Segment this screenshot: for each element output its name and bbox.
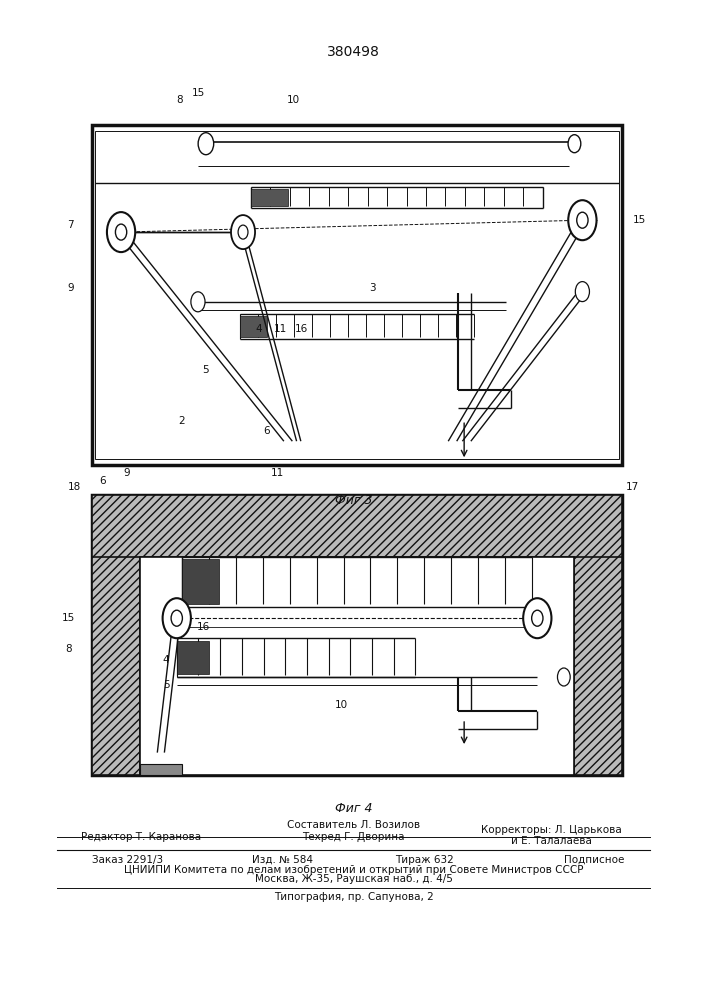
Bar	[92, 495, 140, 775]
Text: Техред Г. Дворина: Техред Г. Дворина	[303, 832, 404, 842]
Text: 18: 18	[68, 482, 81, 492]
Circle shape	[231, 215, 255, 249]
Text: 4: 4	[256, 324, 262, 334]
Text: 7: 7	[67, 220, 74, 230]
Text: 5: 5	[203, 365, 209, 375]
Text: 8: 8	[65, 644, 72, 654]
Text: 5: 5	[163, 680, 170, 690]
Text: 10: 10	[287, 95, 300, 105]
Text: 6: 6	[264, 426, 270, 436]
Bar	[92, 125, 622, 465]
Circle shape	[191, 292, 205, 312]
Text: Заказ 2291/3: Заказ 2291/3	[92, 855, 163, 865]
Bar	[177, 641, 209, 674]
Text: 380498: 380498	[327, 45, 380, 59]
Text: 2: 2	[179, 416, 185, 426]
Bar	[574, 495, 622, 775]
Text: Фиг 4: Фиг 4	[334, 802, 373, 814]
Text: 11: 11	[271, 468, 284, 478]
Text: и Е. Талалаева: и Е. Талалаева	[511, 836, 592, 846]
Bar	[140, 557, 574, 775]
Text: Корректоры: Л. Царькова: Корректоры: Л. Царькова	[481, 825, 622, 835]
Circle shape	[568, 135, 581, 153]
Text: 17: 17	[626, 482, 639, 492]
Text: 15: 15	[62, 613, 75, 623]
Text: 9: 9	[123, 468, 129, 478]
Text: 15: 15	[633, 215, 646, 225]
Text: Подписное: Подписное	[563, 855, 624, 865]
Text: Типография, пр. Сапунова, 2: Типография, пр. Сапунова, 2	[274, 892, 433, 902]
Text: 9: 9	[67, 283, 74, 293]
Bar	[240, 316, 267, 337]
Circle shape	[198, 133, 214, 155]
Text: Тираж 632: Тираж 632	[395, 855, 454, 865]
Bar	[182, 559, 219, 604]
Bar	[251, 189, 288, 206]
Circle shape	[163, 598, 191, 638]
Text: Составитель Л. Возилов: Составитель Л. Возилов	[287, 820, 420, 830]
Text: 16: 16	[295, 324, 308, 334]
Bar	[92, 495, 622, 557]
Text: 16: 16	[197, 622, 210, 632]
Circle shape	[523, 598, 551, 638]
Bar	[140, 557, 574, 775]
Bar	[140, 764, 182, 775]
Bar	[92, 495, 622, 775]
Text: 8: 8	[176, 95, 182, 105]
Text: 10: 10	[334, 700, 348, 710]
Circle shape	[575, 282, 590, 302]
Circle shape	[557, 668, 571, 686]
Bar	[95, 131, 619, 459]
Circle shape	[568, 200, 597, 240]
Text: Фиг 3: Фиг 3	[334, 493, 373, 506]
Text: ЦНИИПИ Комитета по делам изобретений и открытий при Совете Министров СССР: ЦНИИПИ Комитета по делам изобретений и о…	[124, 865, 583, 875]
Text: Москва, Ж-35, Раушская наб., д. 4/5: Москва, Ж-35, Раушская наб., д. 4/5	[255, 874, 452, 884]
Circle shape	[107, 212, 135, 252]
Text: 4: 4	[163, 655, 170, 665]
Text: Изд. № 584: Изд. № 584	[252, 855, 313, 865]
Text: Редактор Т. Каранова: Редактор Т. Каранова	[81, 832, 201, 842]
Text: 3: 3	[370, 283, 376, 293]
Text: 15: 15	[192, 88, 204, 98]
Text: 6: 6	[99, 476, 106, 486]
Text: 11: 11	[274, 324, 287, 334]
